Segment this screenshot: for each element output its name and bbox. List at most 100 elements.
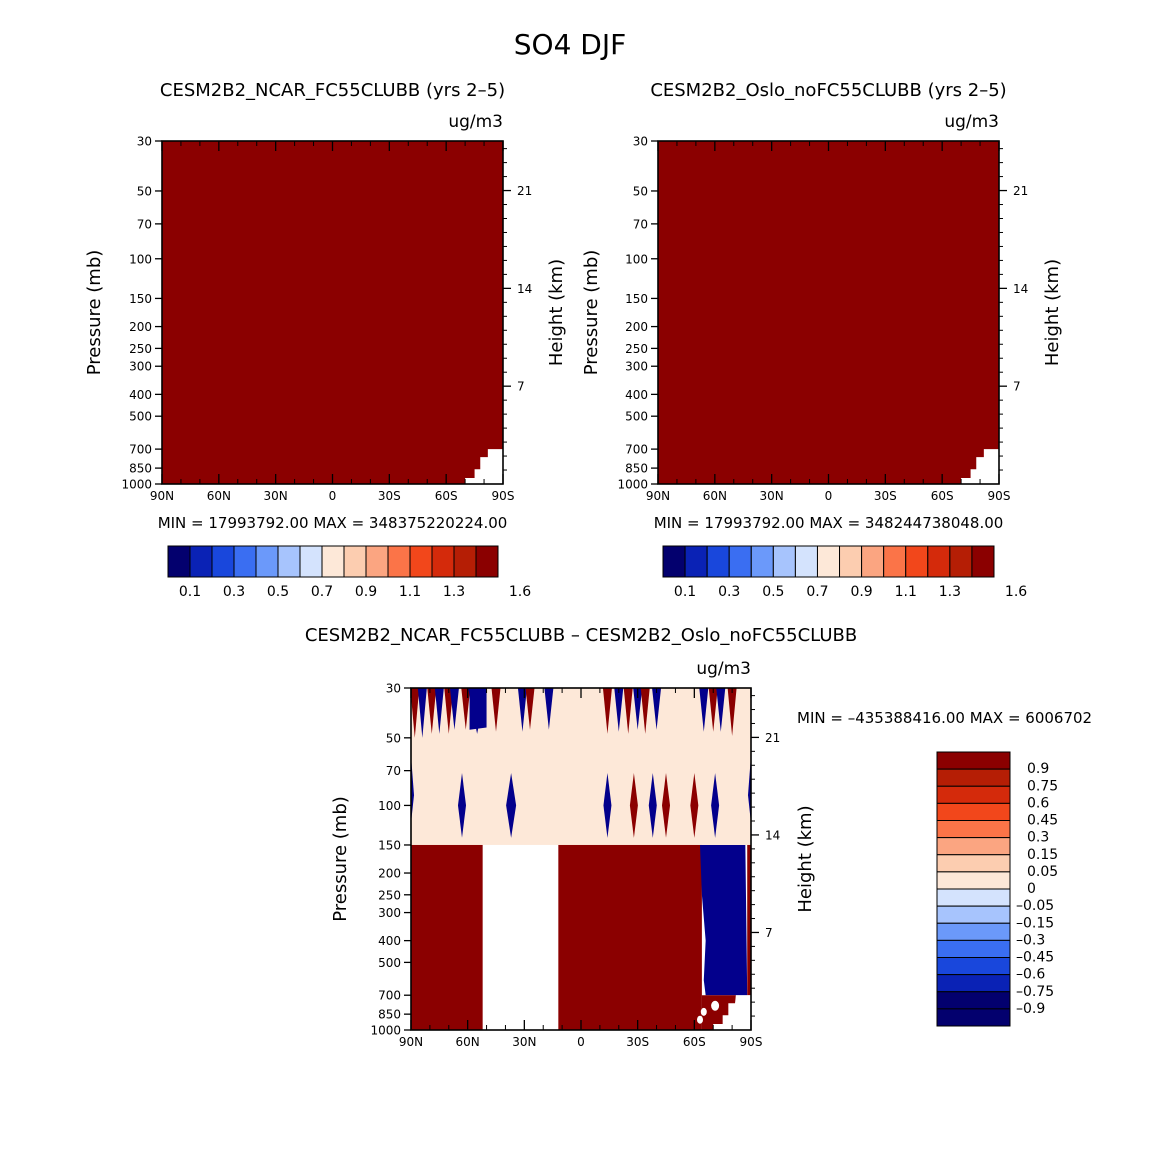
colorbar-box bbox=[936, 768, 1011, 787]
colorbar-label: –0.15 bbox=[1016, 915, 1054, 931]
min-max-stats: MIN = 17993792.00 MAX = 348375220224.00 bbox=[158, 514, 508, 532]
x-tick-label: 30N bbox=[512, 1035, 536, 1049]
colorbar-label: 1.3 bbox=[939, 584, 961, 600]
colorbar-label: 1.1 bbox=[399, 584, 421, 600]
x-tick-label: 60N bbox=[207, 489, 231, 503]
y2-tick-label: 21 bbox=[1013, 184, 1028, 198]
spike bbox=[444, 688, 454, 734]
colorbar-panel-diff: 0.90.750.6 0.450.30.150.050–0.05–0.15–0.3… bbox=[936, 751, 1058, 1027]
y-tick-label: 700 bbox=[378, 989, 401, 1003]
spike bbox=[633, 688, 643, 730]
y2-tick-label: 7 bbox=[1013, 380, 1021, 394]
y-tick-label: 50 bbox=[386, 731, 401, 745]
colorbar-box bbox=[299, 545, 323, 578]
y-tick-label: 500 bbox=[129, 410, 152, 424]
colorbar-box bbox=[409, 545, 433, 578]
x-tick-label: 30S bbox=[874, 489, 897, 503]
colorbar-box bbox=[883, 545, 907, 578]
spike bbox=[449, 688, 459, 730]
spike bbox=[716, 688, 726, 732]
spike bbox=[614, 688, 624, 732]
colorbar-box bbox=[794, 545, 818, 578]
lower-red-block-tropics bbox=[558, 844, 702, 1030]
spike bbox=[699, 688, 709, 732]
colorbar-box bbox=[861, 545, 885, 578]
y2-axis-label: Height (km) bbox=[1042, 259, 1063, 366]
spike bbox=[544, 688, 554, 730]
min-max-stats: MIN = –435388416.00 MAX = 6006702 bbox=[797, 709, 1092, 727]
y-tick-label: 200 bbox=[129, 320, 152, 334]
x-tick-label: 30S bbox=[378, 489, 401, 503]
x-tick-label: 30N bbox=[264, 489, 288, 503]
x-tick-label: 0 bbox=[825, 489, 833, 503]
units-label: ug/m3 bbox=[944, 112, 999, 132]
y2-tick-label: 21 bbox=[517, 184, 532, 198]
colorbar-box bbox=[949, 545, 973, 578]
x-tick-label: 60N bbox=[703, 489, 727, 503]
field-panel-diff bbox=[410, 688, 751, 1030]
y-tick-label: 100 bbox=[625, 252, 648, 266]
colorbar-box bbox=[662, 545, 686, 578]
field-panel-right bbox=[658, 141, 999, 484]
y-tick-label: 500 bbox=[378, 956, 401, 970]
y-tick-label: 50 bbox=[137, 184, 152, 198]
y2-tick-label: 14 bbox=[765, 828, 780, 842]
y-tick-label: 200 bbox=[378, 867, 401, 881]
colorbar-box bbox=[706, 545, 730, 578]
x-tick-label: 60S bbox=[931, 489, 954, 503]
y2-tick-label: 7 bbox=[517, 380, 525, 394]
colorbar-box bbox=[728, 545, 752, 578]
y-tick-label: 70 bbox=[633, 217, 648, 231]
colorbar-box bbox=[772, 545, 796, 578]
colorbar-box bbox=[211, 545, 235, 578]
y2-tick-label: 14 bbox=[517, 282, 532, 296]
colorbar-box bbox=[475, 545, 499, 578]
colorbar-box bbox=[936, 939, 1011, 958]
below-ground-mask bbox=[961, 449, 999, 484]
x-tick-label: 0 bbox=[577, 1035, 585, 1049]
colorbar-box bbox=[387, 545, 411, 578]
colorbar-label: 0 bbox=[1027, 881, 1036, 897]
colorbar-box bbox=[365, 545, 389, 578]
spike bbox=[517, 688, 527, 732]
spike bbox=[623, 688, 633, 734]
colorbar-label: 0.6 bbox=[1027, 795, 1049, 811]
colorbar-box bbox=[971, 545, 995, 578]
x-tick-label: 90N bbox=[399, 1035, 423, 1049]
diamond-feature bbox=[648, 772, 657, 838]
x-tick-label: 90N bbox=[646, 489, 670, 503]
y-tick-label: 150 bbox=[625, 292, 648, 306]
colorbar-label: 0.7 bbox=[311, 584, 333, 600]
colorbar-box bbox=[277, 545, 301, 578]
x-tick-label: 60S bbox=[683, 1035, 706, 1049]
colorbar-panel-left: 0.1 0.3 0.5 0.7 0.9 1.1 1.3 1.6 bbox=[167, 545, 531, 600]
surface-white-speck bbox=[711, 1000, 720, 1011]
colorbar-box bbox=[936, 888, 1011, 907]
diamond-feature bbox=[690, 772, 699, 838]
x-tick-label: 90S bbox=[988, 489, 1011, 503]
field-fill bbox=[658, 141, 999, 484]
y-tick-label: 1000 bbox=[370, 1024, 401, 1038]
y-tick-label: 700 bbox=[129, 443, 152, 457]
y-tick-label: 200 bbox=[625, 320, 648, 334]
colorbar-box bbox=[936, 922, 1011, 941]
diamond-feature bbox=[506, 772, 517, 838]
x-tick-label: 60N bbox=[456, 1035, 480, 1049]
spike bbox=[417, 688, 427, 738]
colorbar-label: 0.3 bbox=[1027, 830, 1049, 846]
spike bbox=[410, 688, 420, 738]
colorbar-label: –0.45 bbox=[1016, 950, 1054, 966]
y-tick-label: 400 bbox=[129, 388, 152, 402]
colorbar-label: 0.15 bbox=[1027, 847, 1058, 863]
spike bbox=[461, 688, 471, 730]
colorbar-box bbox=[750, 545, 774, 578]
y-tick-label: 850 bbox=[129, 462, 152, 476]
colorbar-label: 0.05 bbox=[1027, 864, 1058, 880]
y2-axis-label: Height (km) bbox=[795, 805, 816, 912]
colorbar-box bbox=[189, 545, 213, 578]
y-tick-label: 1000 bbox=[121, 478, 152, 492]
colorbar-label: –0.6 bbox=[1016, 967, 1045, 983]
units-label: ug/m3 bbox=[696, 659, 751, 679]
below-ground-mask bbox=[713, 995, 751, 1030]
colorbar-box bbox=[167, 545, 191, 578]
